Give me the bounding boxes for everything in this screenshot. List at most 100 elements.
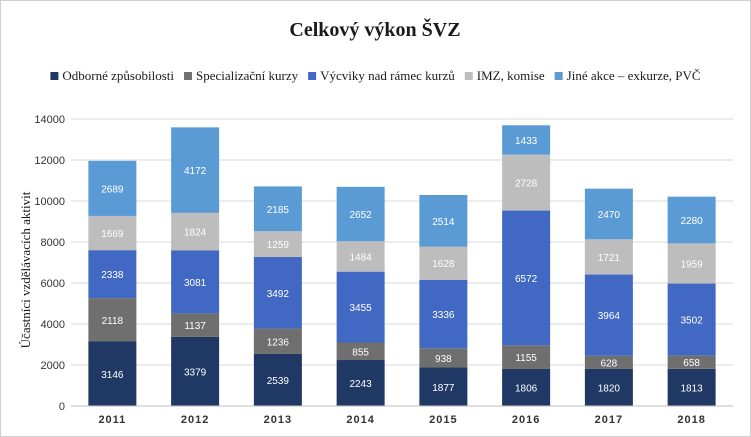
bar-segment	[336, 186, 385, 242]
data-label: 3081	[184, 278, 207, 289]
data-label: 3379	[184, 367, 207, 378]
data-label: 658	[683, 358, 700, 369]
bar-segment	[253, 353, 302, 406]
data-label: 1669	[101, 229, 124, 240]
legend-swatch	[183, 72, 192, 80]
legend-label: Výcviky nad rámec kurzů	[320, 68, 455, 83]
bar-segment	[502, 125, 551, 155]
y-tick-label: 6000	[41, 278, 65, 290]
bar-segment	[419, 194, 468, 247]
bar-segment	[584, 188, 633, 240]
y-axis-label: Účastníci vzdělávacích aktivit	[18, 191, 33, 348]
x-tick-label: 2018	[677, 414, 705, 426]
y-tick-label: 12000	[34, 155, 65, 167]
bar-segment	[88, 160, 137, 216]
data-label: 2539	[267, 376, 290, 387]
data-label: 1433	[515, 136, 538, 147]
bar-segment	[336, 360, 385, 406]
x-axis-ticks: 2011 2012 2013 2014 2015 2016 2017 2018	[98, 414, 705, 426]
bar-segment	[502, 210, 551, 346]
bar-segment	[171, 127, 220, 213]
bars	[88, 125, 716, 406]
x-tick-label: 2015	[429, 414, 457, 426]
data-label: 1628	[432, 259, 455, 270]
legend-swatch	[308, 72, 317, 80]
legend-item: Jiné akce – exkurze, PVČ	[554, 68, 701, 83]
legend-swatch	[50, 72, 59, 80]
bar-segment	[253, 257, 302, 329]
data-labels: 3146 2118 2338 1669 2689 3379 1137 3081 1824 4172…	[101, 136, 703, 395]
data-label: 2470	[598, 210, 621, 221]
legend: Odborné způsobilosti Specializační kurzy V…	[50, 68, 701, 83]
x-tick-label: 2017	[595, 414, 623, 426]
data-label: 938	[435, 354, 452, 365]
data-label: 2728	[515, 179, 538, 190]
bar-segment	[88, 250, 137, 299]
bar-segment	[171, 313, 220, 337]
chart-title: Celkový výkon ŠVZ	[289, 17, 460, 41]
data-label: 3964	[598, 311, 621, 322]
legend-swatch	[554, 72, 563, 80]
data-label: 2338	[101, 270, 124, 281]
data-label: 1155	[515, 353, 537, 364]
data-label: 855	[352, 347, 369, 358]
data-label: 3492	[267, 289, 290, 300]
legend-label: Odborné způsobilosti	[62, 68, 174, 83]
bar-segment	[667, 196, 716, 244]
bar-segment	[336, 271, 385, 343]
y-tick-label: 14000	[34, 114, 65, 126]
bar-segment	[667, 243, 716, 284]
bar-segment	[667, 355, 716, 369]
bar-segment	[584, 368, 633, 406]
bar-segment	[502, 345, 551, 369]
bar-segment	[253, 231, 302, 258]
legend-swatch	[464, 72, 473, 80]
data-label: 1959	[681, 259, 704, 270]
x-tick-label: 2013	[264, 414, 292, 426]
bar-segment	[584, 239, 633, 275]
data-label: 1484	[350, 252, 373, 263]
bar-segment	[88, 341, 137, 406]
data-label: 1877	[432, 383, 455, 394]
data-label: 1824	[184, 228, 207, 239]
data-label: 2689	[101, 184, 124, 195]
bar-segment	[336, 241, 385, 272]
data-label: 2118	[102, 316, 124, 327]
bar-segment	[502, 368, 551, 406]
data-label: 3146	[101, 370, 124, 381]
bar-segment	[667, 283, 716, 356]
bar-segment	[171, 212, 220, 251]
bar-segment	[253, 328, 302, 354]
y-tick-label: 2000	[41, 360, 65, 372]
x-tick-label: 2012	[181, 414, 209, 426]
bar-segment	[667, 368, 716, 406]
data-label: 1806	[515, 383, 538, 394]
data-label: 1721	[598, 253, 621, 264]
data-label: 2243	[350, 379, 373, 390]
y-tick-label: 4000	[41, 319, 65, 331]
bar-segment	[419, 367, 468, 406]
data-label: 1137	[184, 321, 206, 332]
data-label: 1813	[681, 383, 704, 394]
bar-segment	[171, 250, 220, 314]
bar-segment	[419, 348, 468, 368]
data-label: 1259	[267, 240, 290, 251]
data-label: 4172	[184, 166, 207, 177]
data-label: 2280	[681, 216, 704, 227]
y-tick-label: 0	[59, 401, 65, 413]
bar-segment	[502, 154, 551, 211]
x-tick-label: 2014	[346, 414, 374, 426]
bar-segment	[584, 274, 633, 356]
data-label: 2185	[267, 205, 290, 216]
bar-segment	[88, 215, 137, 251]
legend-label: IMZ, komise	[477, 68, 545, 83]
data-label: 6572	[515, 274, 538, 285]
bar-segment	[584, 355, 633, 369]
legend-label: Jiné akce – exkurze, PVČ	[567, 68, 701, 83]
data-label: 1236	[267, 337, 290, 348]
data-label: 2514	[432, 217, 455, 228]
x-tick-label: 2011	[98, 414, 126, 426]
legend-item: Výcviky nad rámec kurzů	[308, 68, 455, 83]
